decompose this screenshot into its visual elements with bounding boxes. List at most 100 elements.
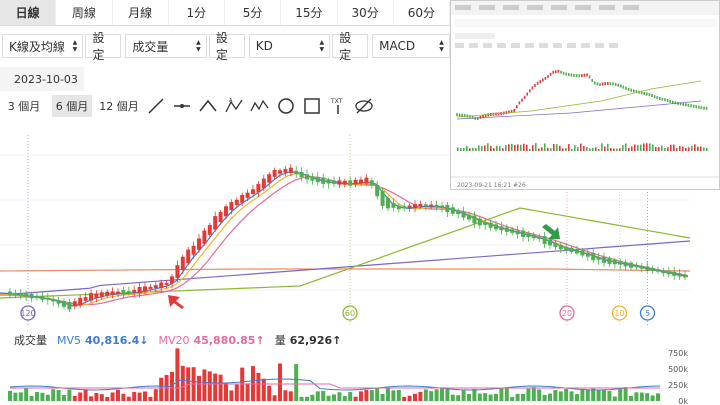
volume-bar <box>607 391 612 401</box>
volume-bar <box>423 389 428 401</box>
volume-bar <box>159 377 164 401</box>
volume-bar <box>143 391 147 401</box>
candle-body <box>159 282 164 288</box>
candle-body <box>537 236 542 239</box>
volume-bar <box>353 396 358 401</box>
abc-pattern-icon[interactable]: A <box>224 96 244 116</box>
volume-bar <box>315 391 320 401</box>
volume-bar <box>197 375 201 401</box>
candle-body <box>89 293 93 301</box>
ma-marker-label: 60 <box>345 309 355 318</box>
period-btn-2[interactable]: 12 個月 <box>99 100 139 113</box>
hide-icon[interactable] <box>354 96 374 116</box>
volume-bar <box>283 390 288 401</box>
volume-bar <box>51 389 56 401</box>
text-tool-icon[interactable]: TXT <box>328 96 348 116</box>
candle-body <box>683 274 687 278</box>
candle-body <box>456 210 461 215</box>
candle-body <box>531 234 536 239</box>
abcde-pattern-icon[interactable] <box>250 96 270 116</box>
volume-bar <box>494 393 498 401</box>
ma-marker-3 <box>611 305 628 321</box>
candle-body <box>83 297 88 301</box>
indicator-select-2[interactable]: KD ▲▼ <box>248 34 331 58</box>
volume-bar <box>18 392 23 401</box>
volume-bar <box>202 369 207 401</box>
candle-body <box>369 180 374 185</box>
candle-body <box>639 266 644 269</box>
volume-bar <box>310 394 315 401</box>
vol-label: 量 <box>274 334 286 347</box>
wave-tool-icon[interactable] <box>198 96 218 116</box>
settings-button-1[interactable]: 設定 <box>208 31 245 62</box>
candle-body <box>380 191 385 206</box>
tab-2[interactable]: 月線 <box>113 0 169 25</box>
volume-bar <box>332 394 336 401</box>
volume-bar <box>456 395 461 401</box>
candle-body <box>78 297 83 305</box>
rectangle-tool-icon[interactable] <box>302 96 322 116</box>
ma-marker-label: 120 <box>20 309 35 318</box>
candle-body <box>580 250 585 256</box>
volume-bar <box>337 392 342 401</box>
volume-bar <box>391 390 396 401</box>
candle-body <box>677 273 682 277</box>
indicator-select-3[interactable]: MACD ▲▼ <box>372 34 451 58</box>
tab-5[interactable]: 15分 <box>281 0 338 25</box>
green-arrow-icon <box>542 224 560 239</box>
settings-button-0[interactable]: 設定 <box>85 31 122 62</box>
tab-4[interactable]: 5分 <box>225 0 282 25</box>
volume-bar <box>288 391 293 401</box>
tab-1[interactable]: 周線 <box>56 0 113 25</box>
line-tool-icon[interactable] <box>146 96 166 116</box>
candle-body <box>402 206 407 209</box>
mv5-label: MV5 <box>57 333 82 347</box>
period-btn-0[interactable]: 3 個月 <box>7 100 41 113</box>
circle-tool-icon[interactable] <box>276 96 296 116</box>
dropdown-arrow-icon: ▲▼ <box>318 39 326 53</box>
candle-body <box>477 218 482 226</box>
volume-bar <box>656 393 660 401</box>
candle-body <box>137 286 142 294</box>
svg-text:TXT: TXT <box>330 98 343 105</box>
candle-body <box>121 290 126 295</box>
volume-bar <box>94 393 99 401</box>
volume-bar <box>612 396 617 401</box>
candle-body <box>607 257 612 264</box>
tab-0[interactable]: 日線 <box>0 0 57 25</box>
volume-bar <box>504 387 509 401</box>
volume-bar <box>461 390 466 401</box>
svg-text:A: A <box>229 98 233 104</box>
candle-body <box>623 261 628 267</box>
indicator-select-1[interactable]: 成交量 ▲▼ <box>125 34 207 58</box>
volume-bar <box>521 393 525 401</box>
ma-marker-4 <box>639 305 656 321</box>
candle-body <box>645 266 650 271</box>
volume-bar <box>537 389 542 401</box>
volume-bar <box>402 396 407 401</box>
candle-body <box>153 285 158 288</box>
settings-button-2[interactable]: 設定 <box>332 31 369 62</box>
tab-3[interactable]: 1分 <box>169 0 225 25</box>
volume-bar <box>407 395 412 401</box>
volume-bar <box>342 396 347 401</box>
candle-body <box>245 192 250 198</box>
volume-bar <box>650 395 655 401</box>
candle-body <box>661 270 666 274</box>
volume-bar <box>575 394 579 401</box>
volume-bar <box>62 394 66 401</box>
candle-body <box>35 295 39 299</box>
tab-7[interactable]: 60分 <box>394 0 450 25</box>
indicator-select-0[interactable]: K線及均線 ▲▼ <box>2 34 84 58</box>
candle-body <box>72 301 77 307</box>
candle-body <box>132 289 137 293</box>
candle-body <box>45 297 50 300</box>
ma-marker-2 <box>559 305 575 321</box>
volume-bar <box>56 390 61 401</box>
volume-bar <box>29 395 34 401</box>
period-btn-1[interactable]: 6 個月 <box>52 95 92 117</box>
candle-body <box>596 257 601 260</box>
horizontal-line-icon[interactable] <box>172 96 192 116</box>
date-field[interactable]: 2023-10-03 <box>0 67 84 91</box>
tab-6[interactable]: 30分 <box>338 0 394 25</box>
